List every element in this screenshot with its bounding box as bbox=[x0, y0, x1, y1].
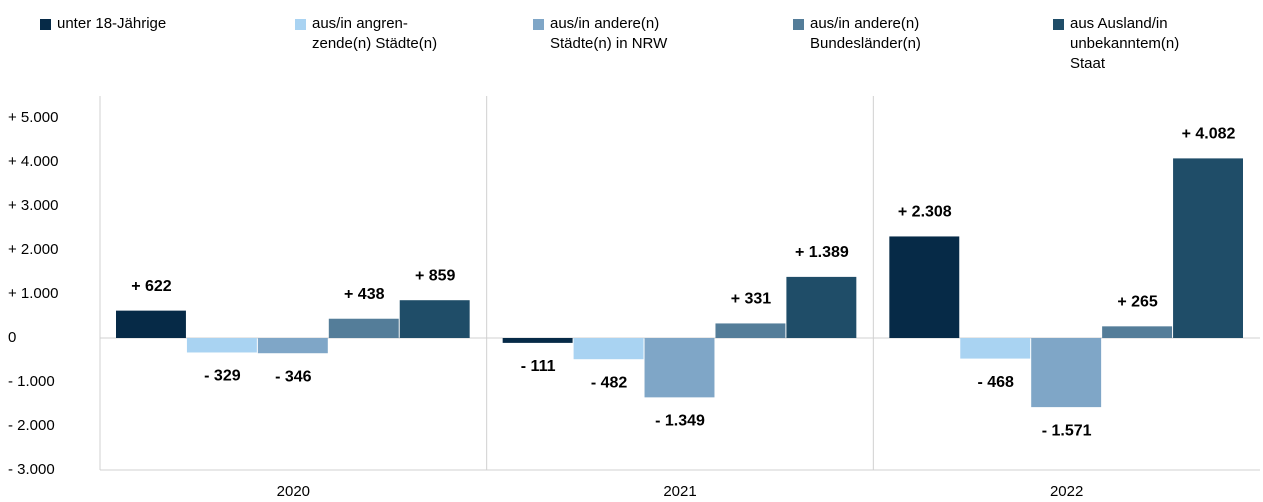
value-label-bg bbox=[340, 283, 389, 305]
value-label-bg bbox=[726, 288, 776, 310]
legend-item: aus/in andere(n) Bundesländer(n) bbox=[793, 14, 921, 54]
y-tick-label: + 2.000 bbox=[8, 241, 58, 258]
value-label-bg bbox=[1113, 291, 1162, 313]
value-label-bg bbox=[586, 372, 632, 394]
legend-item: aus/in angren- zende(n) Städte(n) bbox=[295, 14, 437, 54]
legend-item: aus/in andere(n) Städte(n) in NRW bbox=[533, 14, 667, 54]
value-label-bg bbox=[893, 201, 956, 223]
legend: unter 18-Jährige aus/in angren- zende(n) … bbox=[0, 0, 1263, 100]
value-label: + 1.389 bbox=[795, 244, 849, 261]
bar bbox=[573, 338, 644, 360]
value-label: + 4.082 bbox=[1182, 126, 1236, 143]
value-label-bg bbox=[516, 356, 560, 378]
bar bbox=[328, 318, 399, 338]
legend-swatch bbox=[533, 19, 544, 30]
bar bbox=[960, 338, 1031, 359]
legend-label: aus/in andere(n) Städte(n) in NRW bbox=[550, 15, 668, 52]
legend-swatch bbox=[295, 19, 306, 30]
value-label: - 111 bbox=[521, 358, 556, 375]
y-tick-label: 0 bbox=[8, 329, 16, 346]
value-label: - 1.571 bbox=[1042, 422, 1092, 439]
y-tick-label: + 4.000 bbox=[8, 153, 58, 170]
legend-item: aus Ausland/in unbekanntem(n) Staat bbox=[1053, 14, 1179, 74]
value-label: + 622 bbox=[131, 278, 172, 295]
x-tick-label: 2020 bbox=[277, 483, 310, 500]
bar bbox=[1102, 326, 1173, 338]
value-label-bg bbox=[271, 366, 316, 388]
bar bbox=[889, 236, 960, 338]
value-label: + 859 bbox=[415, 267, 456, 284]
legend-label: unter 18-Jährige bbox=[57, 15, 167, 32]
legend-swatch bbox=[1053, 19, 1064, 30]
legend-label: aus Ausland/in unbekanntem(n) Staat bbox=[1070, 15, 1180, 72]
legend-item: unter 18-Jährige bbox=[40, 14, 166, 34]
x-tick-label: 2021 bbox=[663, 483, 696, 500]
y-tick-label: - 1.000 bbox=[8, 373, 55, 390]
value-label: + 438 bbox=[344, 286, 385, 303]
bar bbox=[1173, 158, 1243, 338]
value-label: - 346 bbox=[275, 368, 312, 385]
y-tick-label: + 3.000 bbox=[8, 197, 58, 214]
value-label: + 265 bbox=[1117, 294, 1158, 311]
bar bbox=[786, 276, 857, 338]
value-label-bg bbox=[1177, 123, 1240, 145]
bar bbox=[116, 310, 186, 338]
value-label-bg bbox=[127, 275, 176, 297]
legend-swatch bbox=[40, 19, 51, 30]
legend-label: aus/in andere(n) Bundesländer(n) bbox=[810, 15, 921, 52]
bar bbox=[1031, 338, 1102, 408]
bar bbox=[644, 338, 715, 398]
value-label-bg bbox=[200, 365, 245, 387]
bar bbox=[715, 323, 786, 338]
value-label-bg bbox=[790, 242, 853, 264]
x-tick-label: 2022 bbox=[1050, 483, 1083, 500]
value-label-bg bbox=[651, 410, 710, 432]
bar bbox=[399, 300, 470, 338]
value-label: - 482 bbox=[591, 374, 628, 391]
y-tick-label: + 5.000 bbox=[8, 109, 58, 126]
bar bbox=[502, 338, 573, 343]
legend-label: aus/in angren- zende(n) Städte(n) bbox=[312, 15, 438, 52]
value-label-bg bbox=[410, 265, 460, 287]
value-label: + 2.308 bbox=[898, 204, 952, 221]
value-label-bg bbox=[1037, 420, 1096, 442]
y-tick-label: - 2.000 bbox=[8, 417, 55, 434]
value-label: - 468 bbox=[977, 374, 1014, 391]
bar bbox=[257, 338, 328, 354]
value-label-bg bbox=[973, 371, 1019, 393]
value-label: + 331 bbox=[731, 291, 772, 308]
bar bbox=[186, 338, 257, 353]
y-tick-label: - 3.000 bbox=[8, 461, 55, 478]
value-label: - 1.349 bbox=[655, 413, 705, 430]
value-label: - 329 bbox=[204, 368, 241, 385]
legend-swatch bbox=[793, 19, 804, 30]
y-tick-label: + 1.000 bbox=[8, 285, 58, 302]
